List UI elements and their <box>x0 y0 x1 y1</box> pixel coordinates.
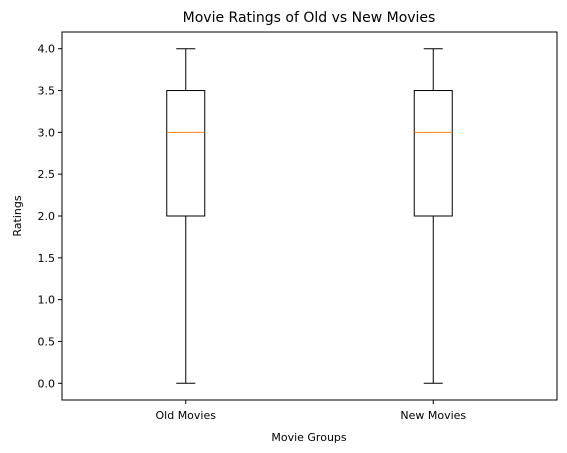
y-tick-label: 3.5 <box>38 85 56 98</box>
y-tick-label: 3.0 <box>38 126 56 139</box>
box-group <box>413 48 453 384</box>
y-axis-label: Ratings <box>11 195 24 236</box>
boxes-layer <box>166 48 453 384</box>
y-tick-label: 1.5 <box>38 252 56 265</box>
y-tick-label: 2.5 <box>38 168 56 181</box>
plot-area <box>61 31 558 401</box>
iqr-box <box>166 90 206 217</box>
y-axis: 0.0 0.5 1.0 1.5 2.0 2.5 3.0 3.5 4.0 <box>38 43 62 390</box>
x-axis: Old Movies New Movies <box>156 400 466 422</box>
x-tick-label: New Movies <box>400 409 466 422</box>
x-tick-label: Old Movies <box>156 409 217 422</box>
chart-title: Movie Ratings of Old vs New Movies <box>183 10 436 26</box>
x-axis-label: Movie Groups <box>271 431 347 444</box>
y-tick-label: 1.0 <box>38 294 56 307</box>
box-group <box>166 48 206 384</box>
plot-frame <box>61 31 558 401</box>
y-tick-label: 4.0 <box>38 43 56 56</box>
y-tick-label: 2.0 <box>38 210 56 223</box>
y-tick-label: 0.0 <box>38 377 56 390</box>
iqr-box <box>413 90 453 217</box>
y-tick-label: 0.5 <box>38 335 56 348</box>
